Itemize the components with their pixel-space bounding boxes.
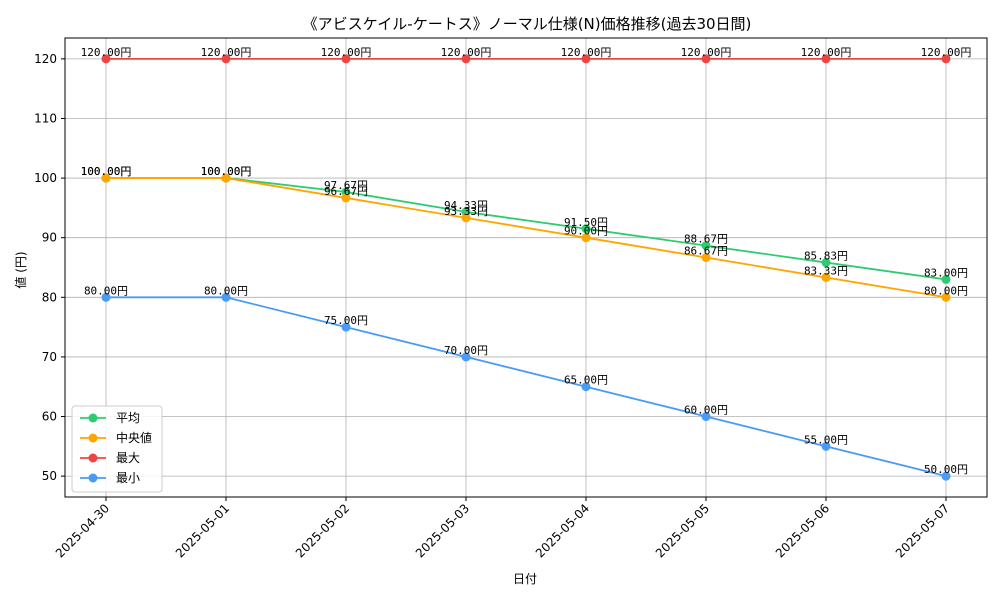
- data-label: 100.00円: [201, 165, 252, 178]
- legend-marker: [88, 473, 98, 483]
- data-label: 90.00円: [564, 225, 608, 238]
- data-point: [941, 54, 951, 64]
- data-point: [821, 441, 831, 451]
- y-tick-label: 90: [42, 231, 57, 245]
- data-label: 120.00円: [801, 46, 852, 59]
- data-label: 120.00円: [81, 46, 132, 59]
- series: [101, 54, 951, 481]
- data-label: 93.33円: [444, 205, 488, 218]
- y-tick-label: 120: [34, 52, 57, 66]
- data-point: [701, 241, 711, 251]
- data-label: 65.00円: [564, 374, 608, 387]
- data-label: 70.00円: [444, 344, 488, 357]
- data-label: 80.00円: [84, 284, 128, 297]
- data-point: [941, 274, 951, 284]
- data-point: [941, 292, 951, 302]
- x-tick-label: 2025-05-04: [533, 501, 592, 560]
- data-label: 120.00円: [201, 46, 252, 59]
- data-label: 120.00円: [441, 46, 492, 59]
- legend-label: 中央値: [116, 430, 152, 445]
- legend-label: 平均: [116, 411, 140, 425]
- data-point: [461, 352, 471, 362]
- data-label: 83.00円: [924, 266, 968, 279]
- data-point: [341, 193, 351, 203]
- data-label: 75.00円: [324, 314, 368, 327]
- data-label: 80.00円: [204, 284, 248, 297]
- legend-label: 最小: [116, 471, 140, 485]
- x-tick-label: 2025-05-07: [893, 501, 952, 560]
- data-label: 120.00円: [321, 46, 372, 59]
- data-point: [101, 54, 111, 64]
- data-label: 55.00円: [804, 433, 848, 446]
- legend-marker: [88, 433, 98, 443]
- data-label: 80.00円: [924, 284, 968, 297]
- series-line: [106, 296, 947, 478]
- data-label: 86.67円: [684, 245, 728, 258]
- data-label: 120.00円: [681, 46, 732, 59]
- data-label: 100.00円: [81, 165, 132, 178]
- x-tick-label: 2025-05-02: [293, 501, 352, 560]
- series-line: [106, 177, 947, 281]
- data-point: [581, 54, 591, 64]
- data-label: 120.00円: [561, 46, 612, 59]
- legend-marker: [88, 453, 98, 463]
- y-tick-label: 80: [42, 290, 57, 304]
- data-point: [461, 213, 471, 223]
- y-tick-label: 60: [42, 410, 57, 424]
- plot-frame: [64, 37, 988, 498]
- data-label: 50.00円: [924, 463, 968, 476]
- data-point: [221, 54, 231, 64]
- data-point: [701, 253, 711, 263]
- data-point: [821, 272, 831, 282]
- data-point: [461, 54, 471, 64]
- x-tick-label: 2025-05-06: [773, 501, 832, 560]
- series-line: [106, 177, 947, 299]
- y-tick-label: 110: [34, 111, 57, 125]
- data-point: [941, 471, 951, 481]
- data-point: [101, 173, 111, 183]
- data-label: 100.00円: [81, 165, 132, 178]
- x-tick-label: 2025-05-01: [173, 501, 232, 560]
- x-tick-label: 2025-04-30: [53, 501, 112, 560]
- data-point: [221, 292, 231, 302]
- y-tick-label: 100: [34, 171, 57, 185]
- data-point: [581, 233, 591, 243]
- data-point: [701, 412, 711, 422]
- data-point: [341, 54, 351, 64]
- y-tick-label: 50: [42, 469, 57, 483]
- y-tick-label: 70: [42, 350, 57, 364]
- data-label: 120.00円: [921, 46, 972, 59]
- data-label: 96.67円: [324, 185, 368, 198]
- data-point: [101, 292, 111, 302]
- x-tick-label: 2025-05-03: [413, 501, 472, 560]
- chart-title: 《アビスケイル-ケートス》ノーマル仕様(N)価格推移(過去30日間): [303, 15, 752, 33]
- data-point: [341, 322, 351, 332]
- legend-label: 最大: [116, 451, 140, 465]
- data-label: 100.00円: [201, 165, 252, 178]
- data-labels: 100.00円 100.00円 97.67円 94.33円 91.50円 88.67円 85…: [81, 46, 972, 476]
- data-point: [701, 54, 711, 64]
- legend-box: [71, 405, 163, 493]
- data-point: [821, 258, 831, 268]
- data-point: [221, 173, 231, 183]
- data-label: 91.50円: [564, 216, 608, 229]
- data-label: 97.67円: [324, 179, 368, 192]
- data-label: 94.33円: [444, 199, 488, 212]
- data-label: 83.33円: [804, 264, 848, 277]
- data-label: 85.83円: [804, 250, 848, 263]
- data-label: 88.67円: [684, 233, 728, 246]
- grid: [65, 38, 987, 497]
- x-tick-label: 2025-05-05: [653, 501, 712, 560]
- data-point: [581, 224, 591, 234]
- data-point: [821, 54, 831, 64]
- data-point: [581, 382, 591, 392]
- x-axis-label: 日付: [513, 572, 537, 586]
- axes: 50 60 70 80 90 100 110 120 2025-04-30 2025-05-01 2…: [34, 37, 988, 560]
- y-axis-label: 値 (円): [13, 251, 28, 288]
- legend-marker: [88, 413, 98, 423]
- data-label: 60.00円: [684, 404, 728, 417]
